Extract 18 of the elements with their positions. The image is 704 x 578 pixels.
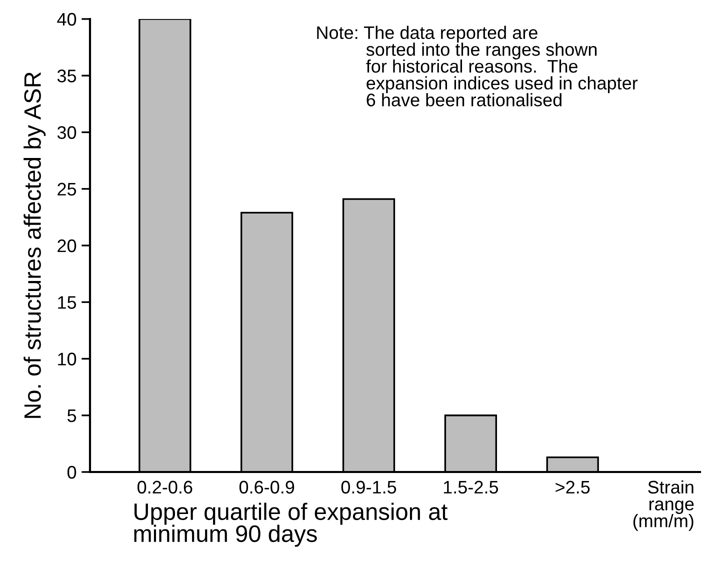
y-tick-label: 0 xyxy=(67,466,76,479)
y-tick-label: 15 xyxy=(58,296,76,309)
x-tick-label: 0.6-0.9 xyxy=(239,480,294,494)
y-tick-label: 5 xyxy=(67,409,76,422)
y-tick-label: 25 xyxy=(58,182,76,196)
x-tick-label: 0.2-0.6 xyxy=(138,480,192,494)
y-tick-label: 40 xyxy=(57,12,76,26)
y-tick-label: 30 xyxy=(57,126,76,139)
y-axis-title: No. of structures affected by ASR xyxy=(24,72,46,418)
y-tick-label: 35 xyxy=(57,70,76,82)
x-tick-label: >2.5 xyxy=(556,480,590,494)
annotation: Note: The data reported are sorted into the ranges shown for historical reasons. The expansion indices used in chapter 6 have been rationalised xyxy=(317,26,638,106)
y-tick-label: 10 xyxy=(58,352,76,366)
text: Strain range (mm/m) xyxy=(633,480,694,531)
x-tick-label: 0.9-1.5 xyxy=(341,480,396,494)
y-tick-label: 20 xyxy=(58,239,76,252)
x-axis-title: Upper quartile of expansion at minimum 90 days xyxy=(134,502,448,547)
x-tick-label: 1.5-2.5 xyxy=(444,480,498,494)
